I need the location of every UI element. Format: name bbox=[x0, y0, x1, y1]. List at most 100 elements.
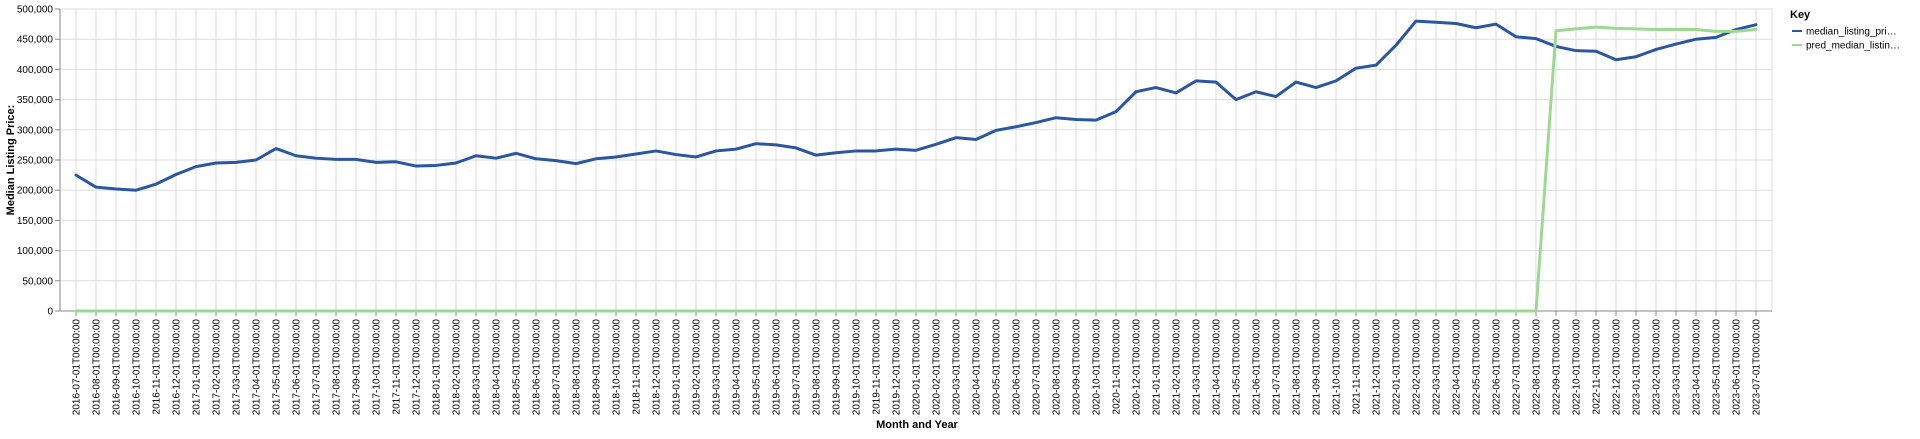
y-tick-label: 450,000 bbox=[17, 35, 54, 46]
x-tick-label: 2021-08-01T00:00:00 bbox=[1292, 319, 1303, 416]
x-tick-label: 2020-02-01T00:00:00 bbox=[932, 319, 943, 416]
x-tick-label: 2017-11-01T00:00:00 bbox=[392, 319, 403, 415]
x-tick-label: 2019-04-01T00:00:00 bbox=[732, 319, 743, 416]
y-tick-label: 500,000 bbox=[17, 5, 54, 16]
x-tick-label: 2020-05-01T00:00:00 bbox=[992, 319, 1003, 416]
x-tick-label: 2020-12-01T00:00:00 bbox=[1132, 319, 1143, 416]
x-tick-label: 2017-12-01T00:00:00 bbox=[412, 319, 423, 416]
series-line-pred-median-listing-price bbox=[74, 25, 1758, 313]
x-tick-label: 2017-10-01T00:00:00 bbox=[372, 319, 383, 416]
legend-label: pred_median_listin… bbox=[1806, 41, 1900, 52]
x-tick-label: 2021-07-01T00:00:00 bbox=[1272, 319, 1283, 416]
x-tick-label: 2020-06-01T00:00:00 bbox=[1012, 319, 1023, 416]
x-tick-label: 2020-09-01T00:00:00 bbox=[1072, 319, 1083, 416]
x-tick-label: 2020-04-01T00:00:00 bbox=[972, 319, 983, 416]
x-tick-label: 2017-05-01T00:00:00 bbox=[272, 319, 283, 416]
x-tick-label: 2022-02-01T00:00:00 bbox=[1412, 319, 1423, 416]
x-tick-label: 2021-03-01T00:00:00 bbox=[1192, 319, 1203, 416]
x-tick-label: 2017-01-01T00:00:00 bbox=[192, 319, 203, 416]
x-tick-label: 2016-07-01T00:00:00 bbox=[72, 319, 83, 416]
x-tick-label: 2023-06-01T00:00:00 bbox=[1732, 319, 1743, 416]
x-tick-label: 2022-01-01T00:00:00 bbox=[1392, 319, 1403, 416]
x-tick-label: 2020-01-01T00:00:00 bbox=[912, 319, 923, 416]
y-tick-label: 250,000 bbox=[17, 156, 54, 167]
x-tick-label: 2021-01-01T00:00:00 bbox=[1152, 319, 1163, 416]
x-tick-label: 2019-08-01T00:00:00 bbox=[812, 319, 823, 416]
x-tick-label: 2021-04-01T00:00:00 bbox=[1212, 319, 1223, 416]
x-tick-label: 2022-11-01T00:00:00 bbox=[1592, 319, 1603, 415]
legend: Key median_listing_pri… pred_median_listi… bbox=[1790, 9, 1900, 52]
y-tick-label: 100,000 bbox=[17, 246, 54, 257]
x-tick-label: 2022-09-01T00:00:00 bbox=[1552, 319, 1563, 416]
x-tick-label: 2022-10-01T00:00:00 bbox=[1572, 319, 1583, 416]
x-tick-label: 2017-08-01T00:00:00 bbox=[332, 319, 343, 416]
x-tick-label: 2020-10-01T00:00:00 bbox=[1092, 319, 1103, 416]
x-tick-label: 2022-05-01T00:00:00 bbox=[1472, 319, 1483, 416]
x-tick-label: 2022-04-01T00:00:00 bbox=[1452, 319, 1463, 416]
x-tick-label: 2022-03-01T00:00:00 bbox=[1432, 319, 1443, 416]
x-tick-label: 2021-06-01T00:00:00 bbox=[1252, 319, 1263, 416]
x-tick-label: 2016-08-01T00:00:00 bbox=[92, 319, 103, 416]
x-tick-label: 2021-02-01T00:00:00 bbox=[1172, 319, 1183, 416]
x-tick-label: 2020-11-01T00:00:00 bbox=[1112, 319, 1123, 415]
x-tick-label: 2019-12-01T00:00:00 bbox=[892, 319, 903, 416]
y-tick-label: 150,000 bbox=[17, 216, 54, 227]
x-tick-label: 2019-01-01T00:00:00 bbox=[672, 319, 683, 416]
x-tick-label: 2019-03-01T00:00:00 bbox=[712, 319, 723, 416]
legend-label: median_listing_pri… bbox=[1806, 27, 1897, 38]
x-tick-label: 2023-03-01T00:00:00 bbox=[1672, 319, 1683, 416]
x-tick-label: 2017-09-01T00:00:00 bbox=[352, 319, 363, 416]
x-tick-label: 2019-11-01T00:00:00 bbox=[872, 319, 883, 415]
x-tick-label: 2022-06-01T00:00:00 bbox=[1492, 319, 1503, 416]
x-tick-label: 2018-06-01T00:00:00 bbox=[532, 319, 543, 416]
x-tick-label: 2020-07-01T00:00:00 bbox=[1032, 319, 1043, 416]
x-tick-label: 2018-07-01T00:00:00 bbox=[552, 319, 563, 416]
y-tick-label: 350,000 bbox=[17, 95, 54, 106]
x-tick-label: 2016-10-01T00:00:00 bbox=[132, 319, 143, 416]
x-tick-label: 2019-02-01T00:00:00 bbox=[692, 319, 703, 416]
x-tick-label: 2017-02-01T00:00:00 bbox=[212, 319, 223, 416]
y-tick-label: 50,000 bbox=[22, 276, 53, 287]
x-tick-label: 2016-09-01T00:00:00 bbox=[112, 319, 123, 416]
series-lines bbox=[74, 19, 1758, 313]
x-tick-label: 2018-01-01T00:00:00 bbox=[432, 319, 443, 416]
grid-lines bbox=[59, 8, 1773, 312]
x-tick-label: 2018-11-01T00:00:00 bbox=[632, 319, 643, 415]
x-tick-label: 2022-07-01T00:00:00 bbox=[1512, 319, 1523, 416]
y-axis-title: Median Listing Price: bbox=[5, 105, 17, 216]
x-tick-label: 2018-12-01T00:00:00 bbox=[652, 319, 663, 416]
x-tick-label: 2018-05-01T00:00:00 bbox=[512, 319, 523, 416]
x-tick-label: 2016-12-01T00:00:00 bbox=[172, 319, 183, 416]
legend-title: Key bbox=[1790, 9, 1811, 21]
x-tick-label: 2019-07-01T00:00:00 bbox=[792, 319, 803, 416]
x-tick-label: 2021-10-01T00:00:00 bbox=[1332, 319, 1343, 416]
x-tick-label: 2018-09-01T00:00:00 bbox=[592, 319, 603, 416]
x-tick-label: 2023-01-01T00:00:00 bbox=[1632, 319, 1643, 416]
x-tick-label: 2019-10-01T00:00:00 bbox=[852, 319, 863, 416]
y-tick-label: 400,000 bbox=[17, 65, 54, 76]
x-tick-label: 2023-04-01T00:00:00 bbox=[1692, 319, 1703, 416]
x-tick-label: 2018-02-01T00:00:00 bbox=[452, 319, 463, 416]
x-tick-label: 2022-12-01T00:00:00 bbox=[1612, 319, 1623, 416]
x-tick-label: 2019-05-01T00:00:00 bbox=[752, 319, 763, 416]
y-tick-label: 300,000 bbox=[17, 125, 54, 136]
x-tick-label: 2016-11-01T00:00:00 bbox=[152, 319, 163, 415]
x-tick-label: 2021-09-01T00:00:00 bbox=[1312, 319, 1323, 416]
y-tick-label: 0 bbox=[47, 307, 53, 318]
x-tick-label: 2019-09-01T00:00:00 bbox=[832, 319, 843, 416]
x-tick-label: 2023-02-01T00:00:00 bbox=[1652, 319, 1663, 416]
x-tick-label: 2017-04-01T00:00:00 bbox=[252, 319, 263, 416]
x-tick-label: 2018-08-01T00:00:00 bbox=[572, 319, 583, 416]
x-tick-label: 2021-12-01T00:00:00 bbox=[1372, 319, 1383, 416]
x-axis-title: Month and Year bbox=[876, 419, 958, 431]
x-tick-label: 2023-05-01T00:00:00 bbox=[1712, 319, 1723, 416]
x-tick-label: 2018-03-01T00:00:00 bbox=[472, 319, 483, 416]
axes: 0 50,000 100,000 150,000 200,000 250,000 300,0… bbox=[17, 5, 1772, 416]
x-tick-label: 2017-03-01T00:00:00 bbox=[232, 319, 243, 416]
x-tick-label: 2018-04-01T00:00:00 bbox=[492, 319, 503, 416]
x-tick-label: 2020-08-01T00:00:00 bbox=[1052, 319, 1063, 416]
x-tick-label: 2021-05-01T00:00:00 bbox=[1232, 319, 1243, 416]
x-tick-label: 2023-07-01T00:00:00 bbox=[1752, 319, 1763, 416]
